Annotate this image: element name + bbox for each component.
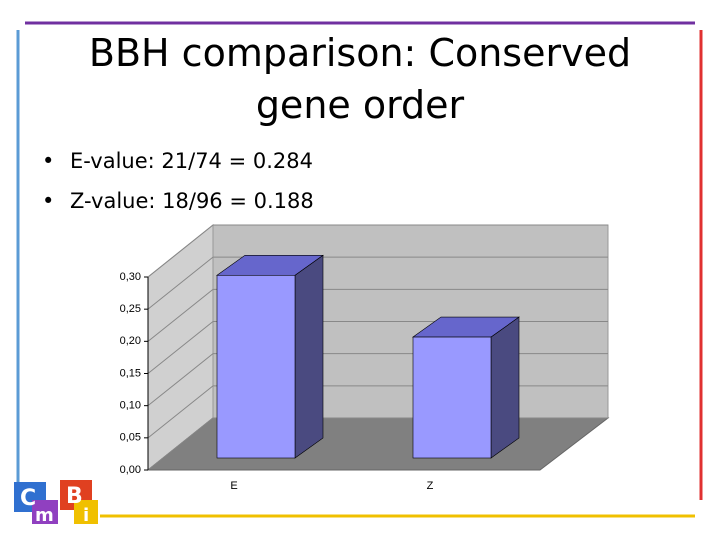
logo-block <box>32 500 58 524</box>
grid-line <box>147 288 608 342</box>
logo-block <box>74 500 98 524</box>
grid-line <box>147 256 608 310</box>
y-tick-label: 0,30 <box>120 271 141 283</box>
chart: 0,00 0,05 0,10 0,15 0,20 0,25 0,30 E Z <box>120 223 610 492</box>
logo: C m B i <box>14 480 98 526</box>
y-tick-label: 0,10 <box>120 400 141 412</box>
logo-letter: m <box>35 505 54 526</box>
bullet-dot: • <box>42 189 54 213</box>
bar <box>216 274 296 459</box>
bullet: E-value: 21/74 = 0.284 <box>70 149 313 173</box>
y-tick-label: 0,00 <box>120 464 141 476</box>
logo-letter: i <box>83 505 89 526</box>
x-tick-label: E <box>230 480 237 492</box>
bar-side <box>294 254 324 459</box>
bar-side <box>490 316 520 459</box>
y-tick-label: 0,15 <box>120 367 141 379</box>
bullet: Z-value: 18/96 = 0.188 <box>70 189 314 213</box>
logo-letter: C <box>20 486 36 511</box>
grid-line <box>147 224 608 278</box>
bar <box>412 336 492 459</box>
bullet-dot: • <box>42 149 54 173</box>
y-tick-label: 0,05 <box>120 432 141 444</box>
title-line: gene order <box>256 83 465 127</box>
y-tick-label: 0,20 <box>120 335 141 347</box>
x-tick-label: Z <box>427 480 434 492</box>
title-line: BBH comparison: Conserved <box>89 31 631 75</box>
logo-letter: B <box>66 484 83 509</box>
y-tick-label: 0,25 <box>120 303 141 315</box>
